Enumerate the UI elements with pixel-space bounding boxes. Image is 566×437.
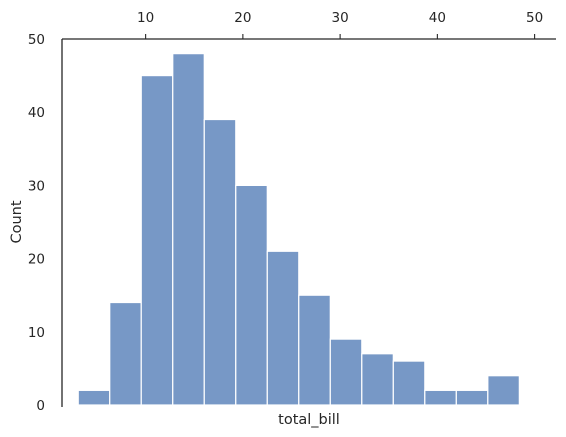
histogram-bar-12 [455,389,489,406]
x-axis-label: total_bill [278,412,340,428]
y-tick-label-30: 30 [28,178,45,194]
histogram-bar-0 [77,389,111,406]
x-tick-label-40: 40 [429,10,446,26]
y-axis-ticks: 0 10 20 30 40 50 [28,32,45,414]
y-tick-label-10: 10 [28,325,45,341]
histogram-bar-2 [140,74,174,406]
histogram-bar-9 [361,353,394,406]
x-tick-label-10: 10 [137,10,154,26]
y-axis-label: Count [9,200,25,243]
y-tick-label-20: 20 [28,252,45,268]
histogram-bar-1 [109,301,142,406]
y-tick-label-0: 0 [36,398,45,414]
histogram-bar-7 [298,294,331,406]
histogram-bar-10 [392,360,426,406]
histogram-bar-13 [487,375,520,406]
histogram-bar-5 [235,184,268,406]
y-tick-label-50: 50 [28,32,45,48]
x-tick-label-30: 30 [332,10,349,26]
x-tick-label-50: 50 [526,10,543,26]
x-tick-label-20: 20 [234,10,251,26]
histogram-bars [77,53,520,406]
histogram-bar-11 [424,389,457,406]
histogram-bar-6 [266,250,300,406]
x-axis-ticks: 10 20 30 40 50 [137,10,543,39]
histogram-bar-3 [172,53,205,406]
histogram-bar-8 [329,338,363,406]
y-tick-label-40: 40 [28,105,45,121]
histogram-bar-4 [203,118,237,406]
axis-spines [61,38,556,407]
